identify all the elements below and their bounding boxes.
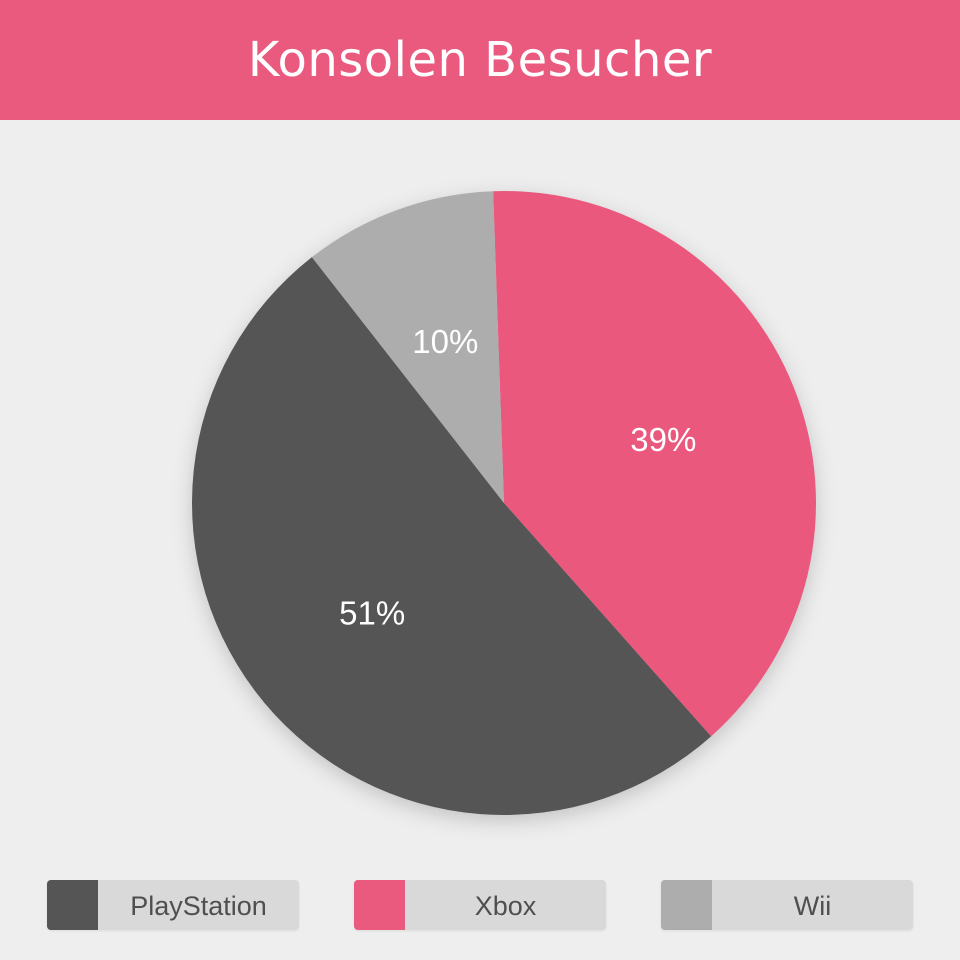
slice-label-playstation: 51% xyxy=(339,594,405,631)
slice-label-wii: 10% xyxy=(412,323,478,360)
pie-chart-area: 39% 51% 10% xyxy=(0,120,960,860)
pie-chart: 39% 51% 10% xyxy=(191,191,816,816)
legend-item-xbox: Xbox xyxy=(354,880,606,930)
pie-slice-xbox xyxy=(493,191,816,737)
legend-item-playstation: PlayStation xyxy=(47,880,299,930)
pie-slice-playstation xyxy=(191,257,712,816)
legend-swatch-wii xyxy=(661,880,712,930)
legend-item-wii: Wii xyxy=(661,880,913,930)
page-title: Konsolen Besucher xyxy=(247,32,713,88)
legend-label-xbox: Xbox xyxy=(474,891,537,921)
slice-label-xbox: 39% xyxy=(630,421,696,458)
header-bar: Konsolen Besucher xyxy=(0,0,960,120)
legend-label-wii: Wii xyxy=(793,891,832,921)
legend-swatch-playstation xyxy=(47,880,98,930)
pie-slice-wii xyxy=(311,191,504,503)
chart-legend: PlayStation Xbox Wii xyxy=(0,880,960,932)
legend-swatch-xbox xyxy=(354,880,405,930)
legend-label-playstation: PlayStation xyxy=(130,891,267,921)
